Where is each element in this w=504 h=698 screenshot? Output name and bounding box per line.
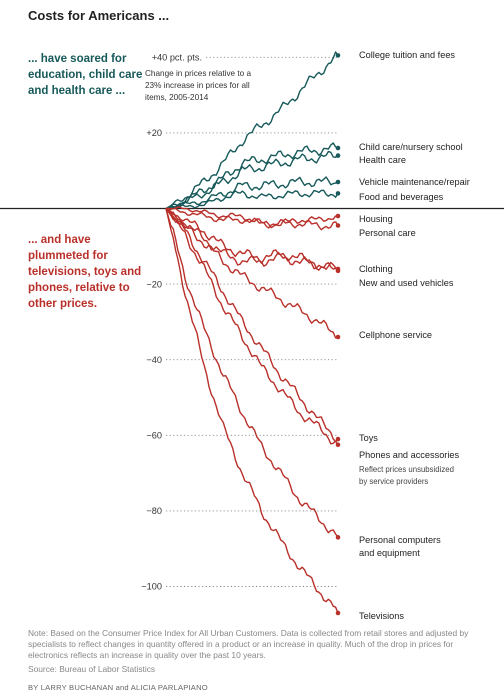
series-label-personal-care: Personal care xyxy=(359,228,416,238)
series-label-toys: Toys xyxy=(359,433,378,443)
series-end-dot-televisions xyxy=(335,610,341,616)
series-label-vehicle-maintenance-repair: Vehicle maintenance/repair xyxy=(359,177,470,187)
intro-soared: ... have soared for education, child car… xyxy=(28,53,143,97)
series-line-child-care-nursery-school xyxy=(165,142,339,210)
series-line-phones-and-accessories xyxy=(165,208,339,446)
series-label-personal-computers-and-equipment: and equipment xyxy=(359,548,420,558)
series-end-dot-new-and-used-vehicles xyxy=(335,268,341,274)
chart-explainer-line: Change in prices relative to a xyxy=(145,69,251,78)
series-line-televisions xyxy=(165,208,339,614)
y-tick-label: −100 xyxy=(141,582,162,592)
series-label-housing: Housing xyxy=(359,214,393,224)
series-line-new-and-used-vehicles xyxy=(165,207,339,272)
series-line-food-and-beverages xyxy=(165,189,339,210)
series-end-dot-housing xyxy=(335,213,341,219)
y-tick-label: −40 xyxy=(146,355,162,365)
series-end-dot-personal-computers-and-equipment xyxy=(335,535,341,540)
series-label-cellphone-service: Cellphone service xyxy=(359,330,432,340)
intro-plummeted: ... and have plummeted for televisions, … xyxy=(28,234,142,310)
series-line-personal-care xyxy=(165,207,339,231)
series-label-child-care-nursery-school: Child care/nursery school xyxy=(359,142,463,152)
series-sublabel: by service providers xyxy=(359,477,428,486)
series-end-dot-phones-and-accessories xyxy=(335,442,341,448)
chart-explainer-line: 23% increase in prices for all xyxy=(145,81,250,90)
series-end-dot-health-care xyxy=(335,153,341,158)
series-end-dot-toys xyxy=(335,436,341,442)
series-end-dot-child-care-nursery-school xyxy=(335,145,341,151)
series-label-televisions: Televisions xyxy=(359,611,404,621)
series-end-dot-cellphone-service xyxy=(335,334,341,340)
chart-title: Costs for Americans ... xyxy=(28,8,170,23)
series-label-phones-and-accessories: Phones and accessories xyxy=(359,450,460,460)
series-line-cellphone-service xyxy=(165,208,339,339)
series-label-food-and-beverages: Food and beverages xyxy=(359,192,444,202)
chart-credit: BY LARRY BUCHANAN and ALICIA PARLAPIANO xyxy=(28,683,208,692)
y-tick-label: −80 xyxy=(146,506,162,516)
series-end-dot-vehicle-maintenance-repair xyxy=(335,179,341,185)
chart-explainer-line: items, 2005-2014 xyxy=(145,93,209,102)
series-line-personal-computers-and-equipment xyxy=(165,208,339,538)
series-line-college-tuition-and-fees xyxy=(165,51,339,210)
y-tick-label: +40 pct. pts. xyxy=(152,53,202,63)
series-sublabel: Reflect prices unsubsidized xyxy=(359,465,454,474)
series-line-toys xyxy=(165,208,339,443)
series-label-personal-computers-and-equipment: Personal computers xyxy=(359,535,441,545)
line-chart: +40 pct. pts. +20 −20 −40 −60 −80 −100 Change i… xyxy=(0,50,504,621)
series-label-health-care: Health care xyxy=(359,155,406,165)
chart-note: Note: Based on the Consumer Price Index … xyxy=(28,628,469,660)
series-line-vehicle-maintenance-repair xyxy=(165,176,339,210)
y-tick-label: +20 xyxy=(146,128,162,138)
series-end-dot-food-and-beverages xyxy=(335,191,341,196)
series-end-dot-college-tuition-and-fees xyxy=(335,53,341,58)
series-label-new-and-used-vehicles: New and used vehicles xyxy=(359,278,454,288)
y-tick-label: −20 xyxy=(146,279,162,289)
series-line-health-care xyxy=(165,150,339,210)
chart-source: Source: Bureau of Labor Statistics xyxy=(28,664,156,674)
y-tick-label: −60 xyxy=(146,431,162,441)
series-label-clothing: Clothing xyxy=(359,264,393,274)
series-label-college-tuition-and-fees: College tuition and fees xyxy=(359,50,455,60)
series-end-dot-personal-care xyxy=(335,223,341,228)
